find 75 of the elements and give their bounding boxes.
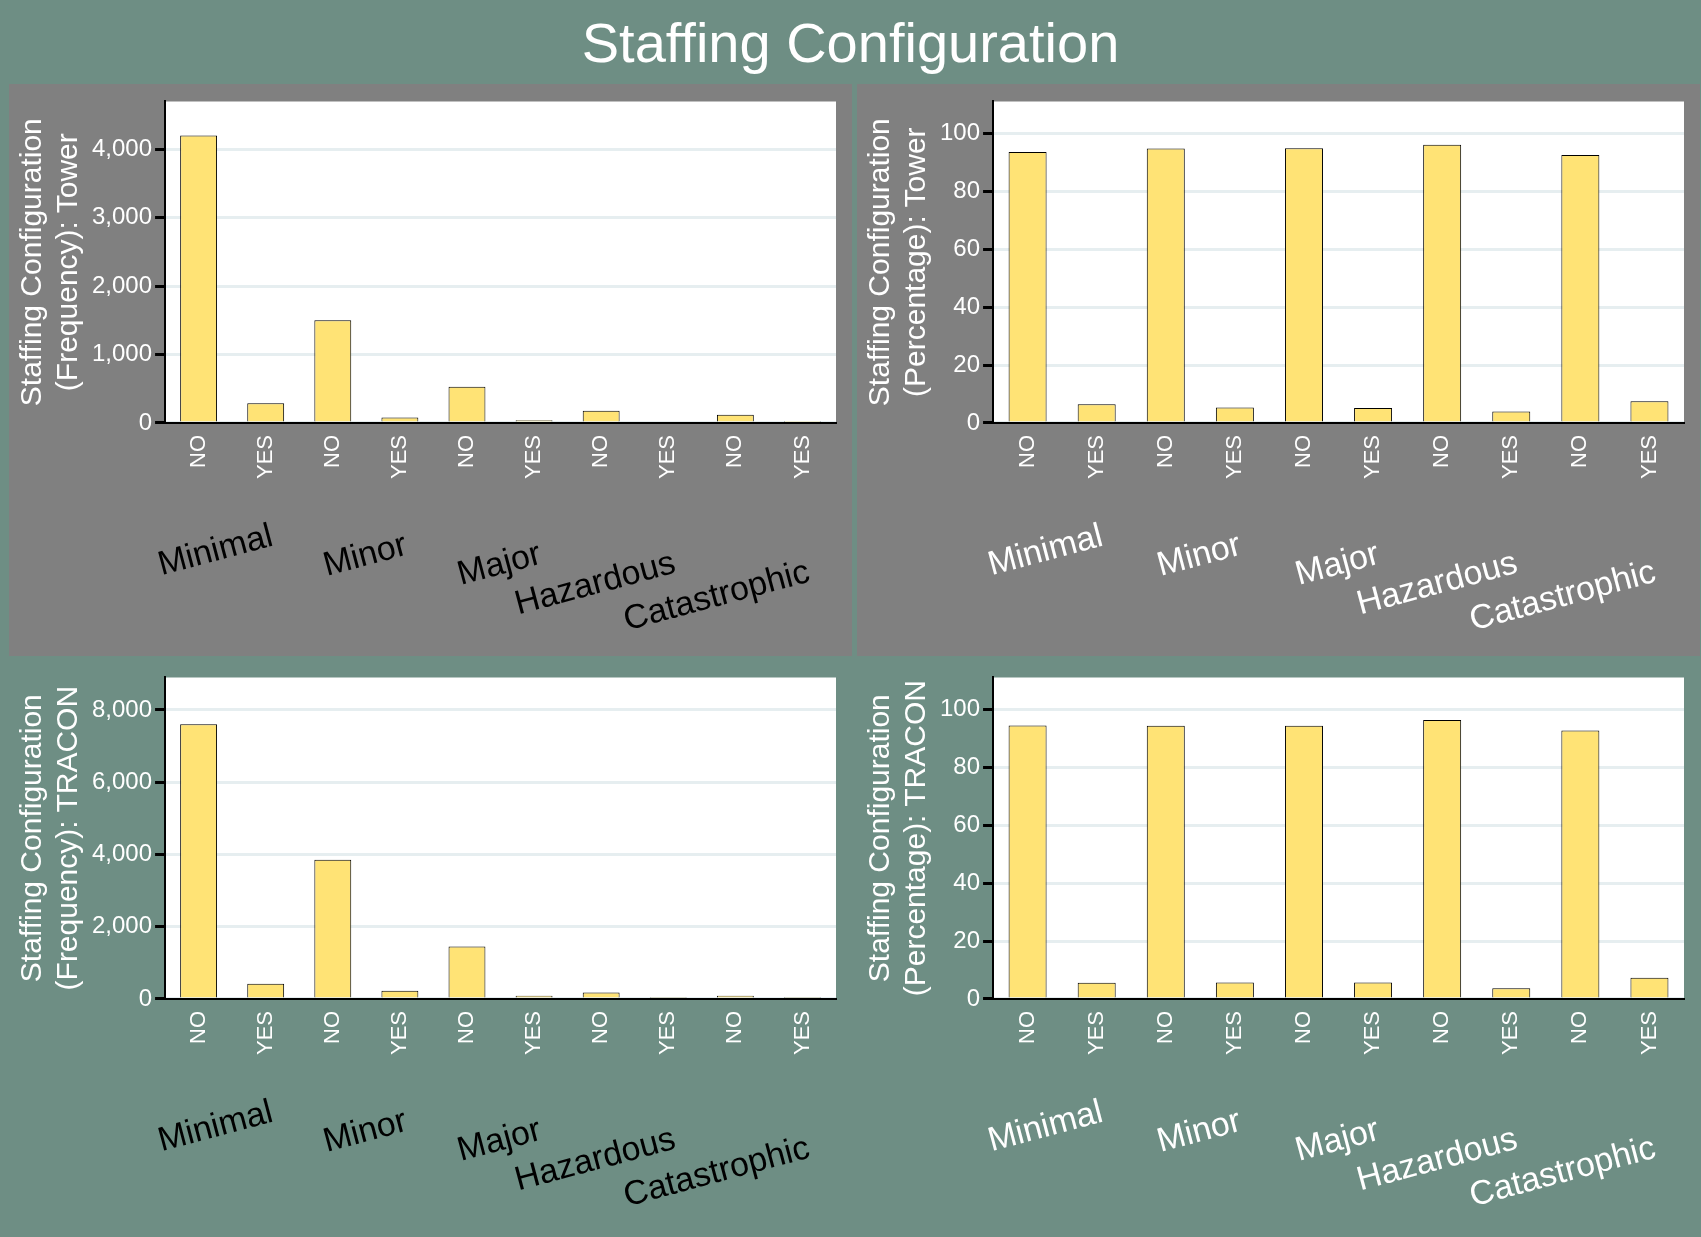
x-tick-label: YES <box>520 1010 546 1056</box>
x-tick-label: NO <box>1013 434 1039 468</box>
x-tick-label: YES <box>1220 434 1246 480</box>
x-tick-label: YES <box>1635 434 1661 480</box>
x-tick-label: NO <box>1151 1010 1177 1044</box>
y-tick-label: 20 <box>953 349 981 377</box>
y-tick-label: 2,000 <box>92 270 153 298</box>
text: Minor <box>318 1100 411 1159</box>
y-tick-label: 6,000 <box>92 766 153 794</box>
y-axis-title: Staffing Configuration (Percentage): Tower <box>862 118 932 407</box>
chart-title: Staffing Configuration <box>580 10 1121 76</box>
x-tick-label: NO <box>318 1010 344 1044</box>
y-tick-label: 80 <box>953 751 981 779</box>
x-tick-label: YES <box>385 434 411 480</box>
x-tick-label: YES <box>1082 434 1108 480</box>
x-tick-label: YES <box>1635 1010 1661 1056</box>
x-tick-label: NO <box>1428 434 1454 468</box>
x-tick-label: NO <box>587 1010 613 1044</box>
x-tick-label: NO <box>1151 434 1177 468</box>
x-tick-label: YES <box>1359 434 1385 480</box>
x-tick-label: NO <box>453 1010 479 1044</box>
x-tick-label: YES <box>1497 1010 1523 1056</box>
x-tick-label: NO <box>184 1010 210 1044</box>
x-tick-label: NO <box>1566 1010 1592 1044</box>
y-tick-label: 60 <box>953 233 981 261</box>
x-tick-label: YES <box>654 434 680 480</box>
y-tick-label: 1,000 <box>92 339 153 367</box>
x-tick-label: NO <box>184 434 210 468</box>
x-tick-label: YES <box>520 434 546 480</box>
x-tick-label: YES <box>788 1010 814 1056</box>
y-tick-label: 3,000 <box>92 202 153 230</box>
x-tick-label: NO <box>721 434 747 468</box>
x-tick-label: YES <box>788 434 814 480</box>
text: Minimal <box>983 515 1107 583</box>
x-tick-label: YES <box>385 1010 411 1056</box>
x-tick-label: NO <box>1566 434 1592 468</box>
y-axis-title: Staffing Configuration (Frequency): TRACON <box>14 685 84 991</box>
text: Minor <box>318 524 411 583</box>
y-tick-label: 100 <box>940 693 981 721</box>
text: Minimal <box>153 1091 277 1159</box>
y-tick-label: 0 <box>966 407 981 435</box>
x-tick-label: NO <box>1290 1010 1316 1044</box>
y-axis-title: Staffing Configuration (Frequency): Tower <box>14 118 84 407</box>
y-tick-label: 2,000 <box>92 911 153 939</box>
y-tick-label: 20 <box>953 925 981 953</box>
y-tick-label: 40 <box>953 867 981 895</box>
y-tick-label: 0 <box>966 983 981 1011</box>
y-tick-label: 0 <box>138 983 153 1011</box>
x-tick-label: YES <box>654 1010 680 1056</box>
x-tick-label: NO <box>1428 1010 1454 1044</box>
y-tick-label: 4,000 <box>92 133 153 161</box>
x-tick-label: NO <box>318 434 344 468</box>
text: Minor <box>1152 1100 1245 1159</box>
y-tick-label: 100 <box>940 117 981 145</box>
text: Minor <box>1152 524 1245 583</box>
x-tick-label: NO <box>1290 434 1316 468</box>
y-tick-label: 60 <box>953 809 981 837</box>
y-axis-title: Staffing Configuration (Percentage): TRACON <box>862 680 932 997</box>
x-tick-label: NO <box>453 434 479 468</box>
x-tick-label: YES <box>1497 434 1523 480</box>
y-tick-label: 40 <box>953 291 981 319</box>
x-tick-label: NO <box>1013 1010 1039 1044</box>
x-tick-label: YES <box>1359 1010 1385 1056</box>
x-tick-label: NO <box>587 434 613 468</box>
text: Minimal <box>153 515 277 583</box>
x-tick-label: NO <box>721 1010 747 1044</box>
y-tick-label: 8,000 <box>92 694 153 722</box>
x-tick-label: YES <box>251 434 277 480</box>
x-tick-label: YES <box>1220 1010 1246 1056</box>
x-tick-label: YES <box>251 1010 277 1056</box>
y-tick-label: 80 <box>953 175 981 203</box>
x-tick-label: YES <box>1082 1010 1108 1056</box>
y-tick-label: 0 <box>138 407 153 435</box>
text: Minimal <box>983 1091 1107 1159</box>
y-tick-label: 4,000 <box>92 839 153 867</box>
